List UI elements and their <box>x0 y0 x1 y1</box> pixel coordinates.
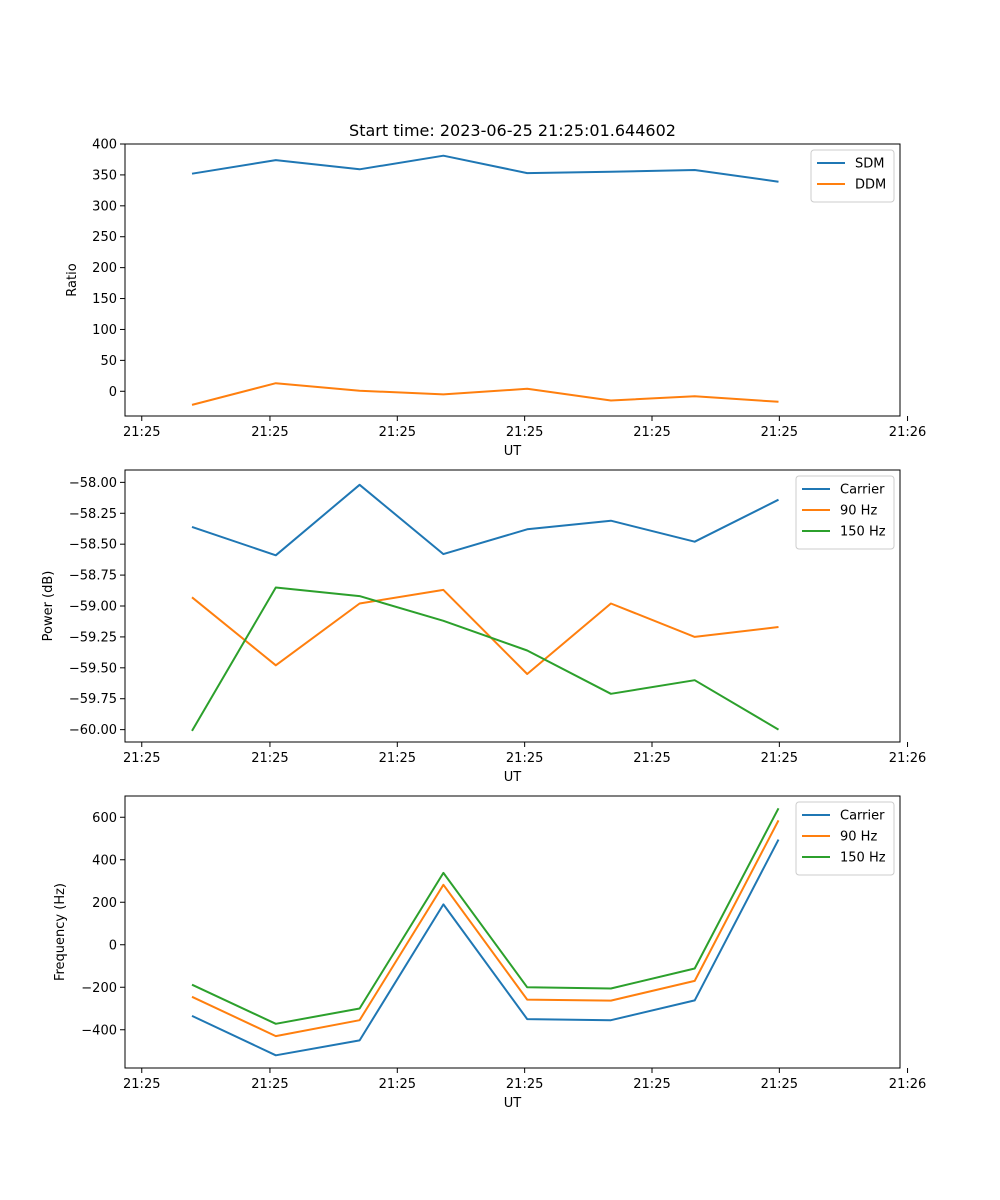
y-tick-label: 300 <box>92 199 117 214</box>
legend: Carrier 90 Hz 150 Hz <box>795 475 895 550</box>
y-tick-label: −58.50 <box>69 538 117 553</box>
y-tick-label: −58.00 <box>69 476 117 491</box>
y-tick-label: −59.75 <box>69 692 117 707</box>
series-line-90-hz <box>191 588 779 675</box>
y-tick-label: 100 <box>92 323 117 338</box>
y-tick-label: 600 <box>92 811 117 826</box>
series-line-ddm <box>191 382 779 406</box>
figure-title: Start time: 2023-06-25 21:25:01.644602 <box>349 121 676 140</box>
x-axis-label: UT <box>504 1096 522 1111</box>
legend-label: 90 Hz <box>840 504 877 519</box>
x-tick-label: 21:26 <box>889 425 926 440</box>
x-tick-label: 21:25 <box>506 751 543 766</box>
legend-label: 150 Hz <box>840 851 886 866</box>
x-tick-label: 21:25 <box>123 751 160 766</box>
legend-label: Carrier <box>840 809 885 824</box>
x-tick-label: 21:25 <box>506 1077 543 1092</box>
y-tick-label: −400 <box>81 1023 117 1038</box>
y-tick-label: 250 <box>92 230 117 245</box>
y-tick-label: 400 <box>92 853 117 868</box>
y-tick-label: −59.50 <box>69 661 117 676</box>
y-axis-label: Frequency (Hz) <box>53 883 68 981</box>
x-tick-label: 21:25 <box>251 425 288 440</box>
legend: Carrier 90 Hz 150 Hz <box>795 801 895 876</box>
legend-label: 150 Hz <box>840 525 886 540</box>
series-line-carrier <box>191 839 780 1057</box>
y-tick-label: −58.75 <box>69 569 117 584</box>
x-tick-label: 21:25 <box>761 1077 798 1092</box>
x-tick-label: 21:25 <box>379 751 416 766</box>
y-tick-label: −60.00 <box>69 723 117 738</box>
y-tick-label: −200 <box>81 981 117 996</box>
x-tick-label: 21:25 <box>251 751 288 766</box>
y-tick-label: 0 <box>109 385 117 400</box>
panel-1: 21:25 21:25 21:25 21:25 21:25 21:25 21:26 0 50 10… <box>65 138 926 460</box>
y-tick-label: 0 <box>109 938 117 953</box>
series-line-150-hz <box>191 586 780 732</box>
x-tick-label: 21:25 <box>633 1077 670 1092</box>
x-axis-label: UT <box>504 444 522 459</box>
series-line-sdm <box>191 154 779 183</box>
x-tick-label: 21:25 <box>379 425 416 440</box>
axes-frame <box>124 143 901 417</box>
legend-label: Carrier <box>840 483 885 498</box>
y-tick-label: −58.25 <box>69 507 117 522</box>
x-tick-label: 21:25 <box>123 425 160 440</box>
y-tick-label: −59.00 <box>69 600 117 615</box>
legend: SDM DDM <box>810 149 895 203</box>
panel-2: 21:25 21:25 21:25 21:25 21:25 21:25 21:26 −60.0… <box>41 469 926 785</box>
y-tick-label: 350 <box>92 168 117 183</box>
x-tick-label: 21:25 <box>633 751 670 766</box>
series-line-150-hz <box>191 807 780 1025</box>
legend-label: SDM <box>855 157 884 172</box>
y-tick-label: 200 <box>92 261 117 276</box>
x-tick-label: 21:25 <box>506 425 543 440</box>
y-axis-label: Power (dB) <box>41 571 56 642</box>
x-tick-label: 21:25 <box>123 1077 160 1092</box>
y-tick-label: 150 <box>92 292 117 307</box>
panel-3: 21:25 21:25 21:25 21:25 21:25 21:25 21:26 −400 −… <box>53 795 926 1111</box>
panels: 21:25 21:25 21:25 21:25 21:25 21:25 21:26 0 50 10… <box>41 138 926 1112</box>
y-tick-label: 400 <box>92 138 117 153</box>
x-tick-label: 21:25 <box>633 425 670 440</box>
y-tick-label: −59.25 <box>69 630 117 645</box>
legend-label: 90 Hz <box>840 830 877 845</box>
x-axis-label: UT <box>504 770 522 785</box>
y-tick-label: 200 <box>92 896 117 911</box>
x-tick-label: 21:26 <box>889 751 926 766</box>
x-tick-label: 21:25 <box>251 1077 288 1092</box>
axes-frame <box>124 795 901 1069</box>
series-line-90-hz <box>191 819 780 1038</box>
x-tick-label: 21:25 <box>761 751 798 766</box>
x-tick-label: 21:25 <box>761 425 798 440</box>
series-line-carrier <box>191 483 779 557</box>
legend-label: DDM <box>855 178 886 193</box>
y-axis-label: Ratio <box>65 263 80 296</box>
x-tick-label: 21:25 <box>379 1077 416 1092</box>
x-tick-label: 21:26 <box>889 1077 926 1092</box>
y-tick-label: 50 <box>100 354 117 369</box>
